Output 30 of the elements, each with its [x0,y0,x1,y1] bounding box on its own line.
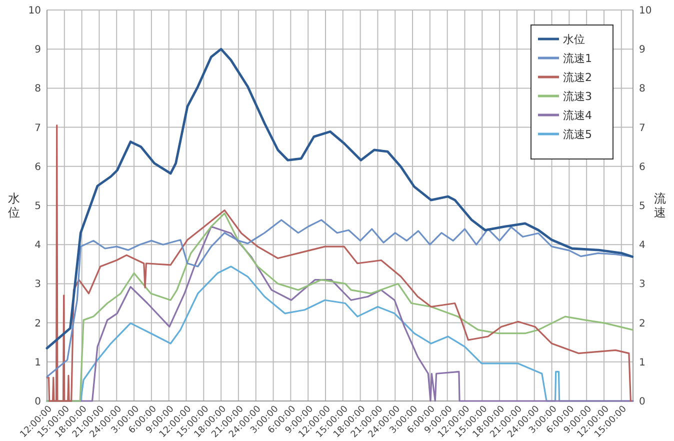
legend-label: 流速3 [563,90,592,103]
y2-tick-label: 4 [639,240,646,252]
y2-axis-title: 流速 [654,192,666,220]
y2-tick-label: 3 [639,279,646,290]
y-tick-label: 5 [34,201,41,212]
y2-tick-label: 8 [639,84,646,95]
y2-tick-label: 0 [639,396,646,408]
y2-tick-label: 9 [639,44,646,56]
y2-tick-label: 2 [639,318,646,330]
y2-tick-label: 5 [639,201,646,212]
legend-label: 流速1 [563,52,592,65]
y-tick-label: 10 [28,6,41,16]
legend-label: 流速4 [563,108,592,122]
y-tick-label: 0 [34,396,41,408]
y-tick-label: 7 [34,122,41,134]
y-tick-label: 2 [34,318,41,330]
y2-tick-label: 6 [639,162,646,173]
y-tick-label: 8 [34,84,41,95]
y-tick-label: 3 [34,279,41,290]
y-tick-label: 9 [34,44,41,56]
y-tick-label: 1 [34,357,41,368]
y2-tick-label: 7 [639,122,646,134]
legend-label: 流速5 [563,128,592,141]
y2-tick-label: 1 [639,357,646,368]
y-axis-title: 水位 [8,192,20,220]
legend-label: 流速2 [563,70,592,84]
y-tick-label: 6 [34,162,41,173]
legend-label: 水位 [563,32,585,46]
y2-tick-label: 10 [639,6,652,16]
y-tick-label: 4 [34,240,41,252]
